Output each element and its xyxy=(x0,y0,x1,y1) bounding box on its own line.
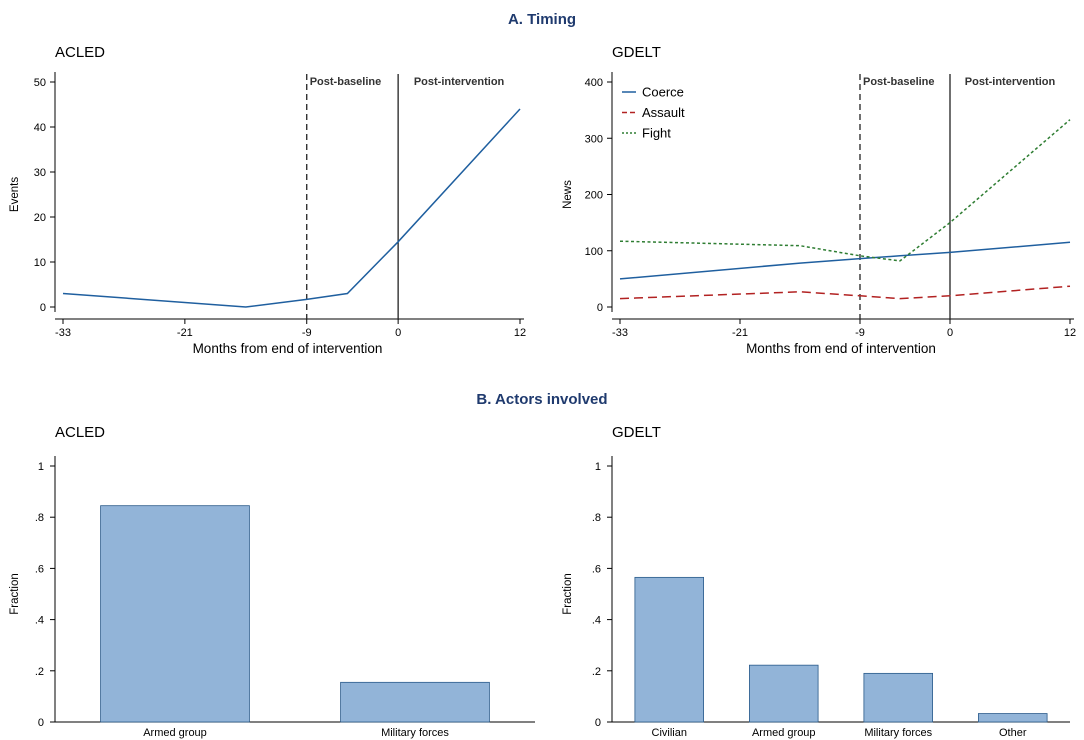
x-axis-label: Months from end of intervention xyxy=(746,341,936,356)
y-tick-label: .8 xyxy=(592,512,601,524)
series-line-fight xyxy=(619,119,1071,262)
post-baseline-label: Post-baseline xyxy=(863,76,935,88)
y-tick-label: 400 xyxy=(585,77,603,89)
y-tick-label: 0 xyxy=(38,717,44,729)
y-tick-label: 40 xyxy=(34,122,46,134)
y-tick-label: 20 xyxy=(34,212,46,224)
y-tick-label: .2 xyxy=(35,666,44,678)
bar-other xyxy=(978,713,1048,723)
section-title-actors: B. Actors involved xyxy=(476,391,607,408)
bar-civilian xyxy=(634,576,705,723)
y-tick-label: .6 xyxy=(35,563,44,575)
x-category-label: Armed group xyxy=(752,727,816,739)
y-axis-label: Fraction xyxy=(9,573,21,615)
chart-2: ACLED Fraction 0 .2 .4 .6 .8 1 Armed group Milita… xyxy=(9,424,535,739)
bar-military-forces xyxy=(863,672,934,723)
y-tick-label: 0 xyxy=(595,717,601,729)
bar-armed-group xyxy=(749,664,819,723)
y-tick-label: 100 xyxy=(585,246,603,258)
y-tick-label: .6 xyxy=(592,563,601,575)
x-tick-label: -33 xyxy=(612,327,628,339)
y-tick-label: 50 xyxy=(34,77,46,89)
x-tick-label: -21 xyxy=(732,327,748,339)
y-tick-label: .8 xyxy=(35,512,44,524)
x-category-label: Armed group xyxy=(143,727,207,739)
x-tick-label: 0 xyxy=(947,327,953,339)
post-baseline-label: Post-baseline xyxy=(310,76,382,88)
x-category-label: Civilian xyxy=(652,727,687,739)
chart-title: GDELT xyxy=(612,44,661,61)
chart-title: ACLED xyxy=(55,44,105,61)
chart-1: GDELT News 0 100 200 300 400 -33 -21 -9 0 12 Months … xyxy=(562,44,1076,356)
y-tick-label: 200 xyxy=(585,190,603,202)
x-tick-label: 12 xyxy=(1064,327,1076,339)
x-axis-label: Months from end of intervention xyxy=(193,341,383,356)
y-tick-label: .4 xyxy=(592,615,601,627)
y-tick-label: 1 xyxy=(38,461,44,473)
y-tick-label: 300 xyxy=(585,133,603,145)
series-line-0 xyxy=(62,108,521,308)
legend-label-assault: Assault xyxy=(642,105,685,120)
legend-label-fight: Fight xyxy=(642,126,671,141)
chart-title: ACLED xyxy=(55,424,105,441)
y-tick-label: 30 xyxy=(34,167,46,179)
y-tick-label: 1 xyxy=(595,461,601,473)
post-intervention-label: Post-intervention xyxy=(965,76,1056,88)
legend-label-coerce: Coerce xyxy=(642,85,684,100)
chart-0: ACLED Events 0 10 20 30 40 50 -33 -21 -9 0 12 Months … xyxy=(9,44,526,356)
y-tick-label: 0 xyxy=(597,302,603,314)
chart-title: GDELT xyxy=(612,424,661,441)
x-tick-label: -9 xyxy=(302,327,312,339)
x-category-label: Other xyxy=(999,727,1027,739)
series-line-coerce xyxy=(619,241,1071,280)
y-tick-label: 0 xyxy=(40,302,46,314)
x-category-label: Military forces xyxy=(864,727,932,739)
y-tick-label: .2 xyxy=(592,666,601,678)
bar-military-forces xyxy=(340,681,490,723)
section-title-timing: A. Timing xyxy=(508,11,576,28)
x-tick-label: 12 xyxy=(514,327,526,339)
y-tick-label: 10 xyxy=(34,257,46,269)
series-line-assault xyxy=(619,285,1071,300)
x-tick-label: -9 xyxy=(855,327,865,339)
y-tick-label: .4 xyxy=(35,615,44,627)
post-intervention-label: Post-intervention xyxy=(414,76,505,88)
chart-3: GDELT Fraction 0 .2 .4 .6 .8 1 Civilian Armed gro… xyxy=(562,424,1070,739)
y-axis-label: Fraction xyxy=(562,573,574,615)
y-axis-label: Events xyxy=(9,177,21,212)
x-tick-label: -33 xyxy=(55,327,71,339)
x-tick-label: 0 xyxy=(395,327,401,339)
bar-armed-group xyxy=(100,505,250,723)
x-category-label: Military forces xyxy=(381,727,449,739)
x-tick-label: -21 xyxy=(177,327,193,339)
y-axis-label: News xyxy=(562,180,574,209)
